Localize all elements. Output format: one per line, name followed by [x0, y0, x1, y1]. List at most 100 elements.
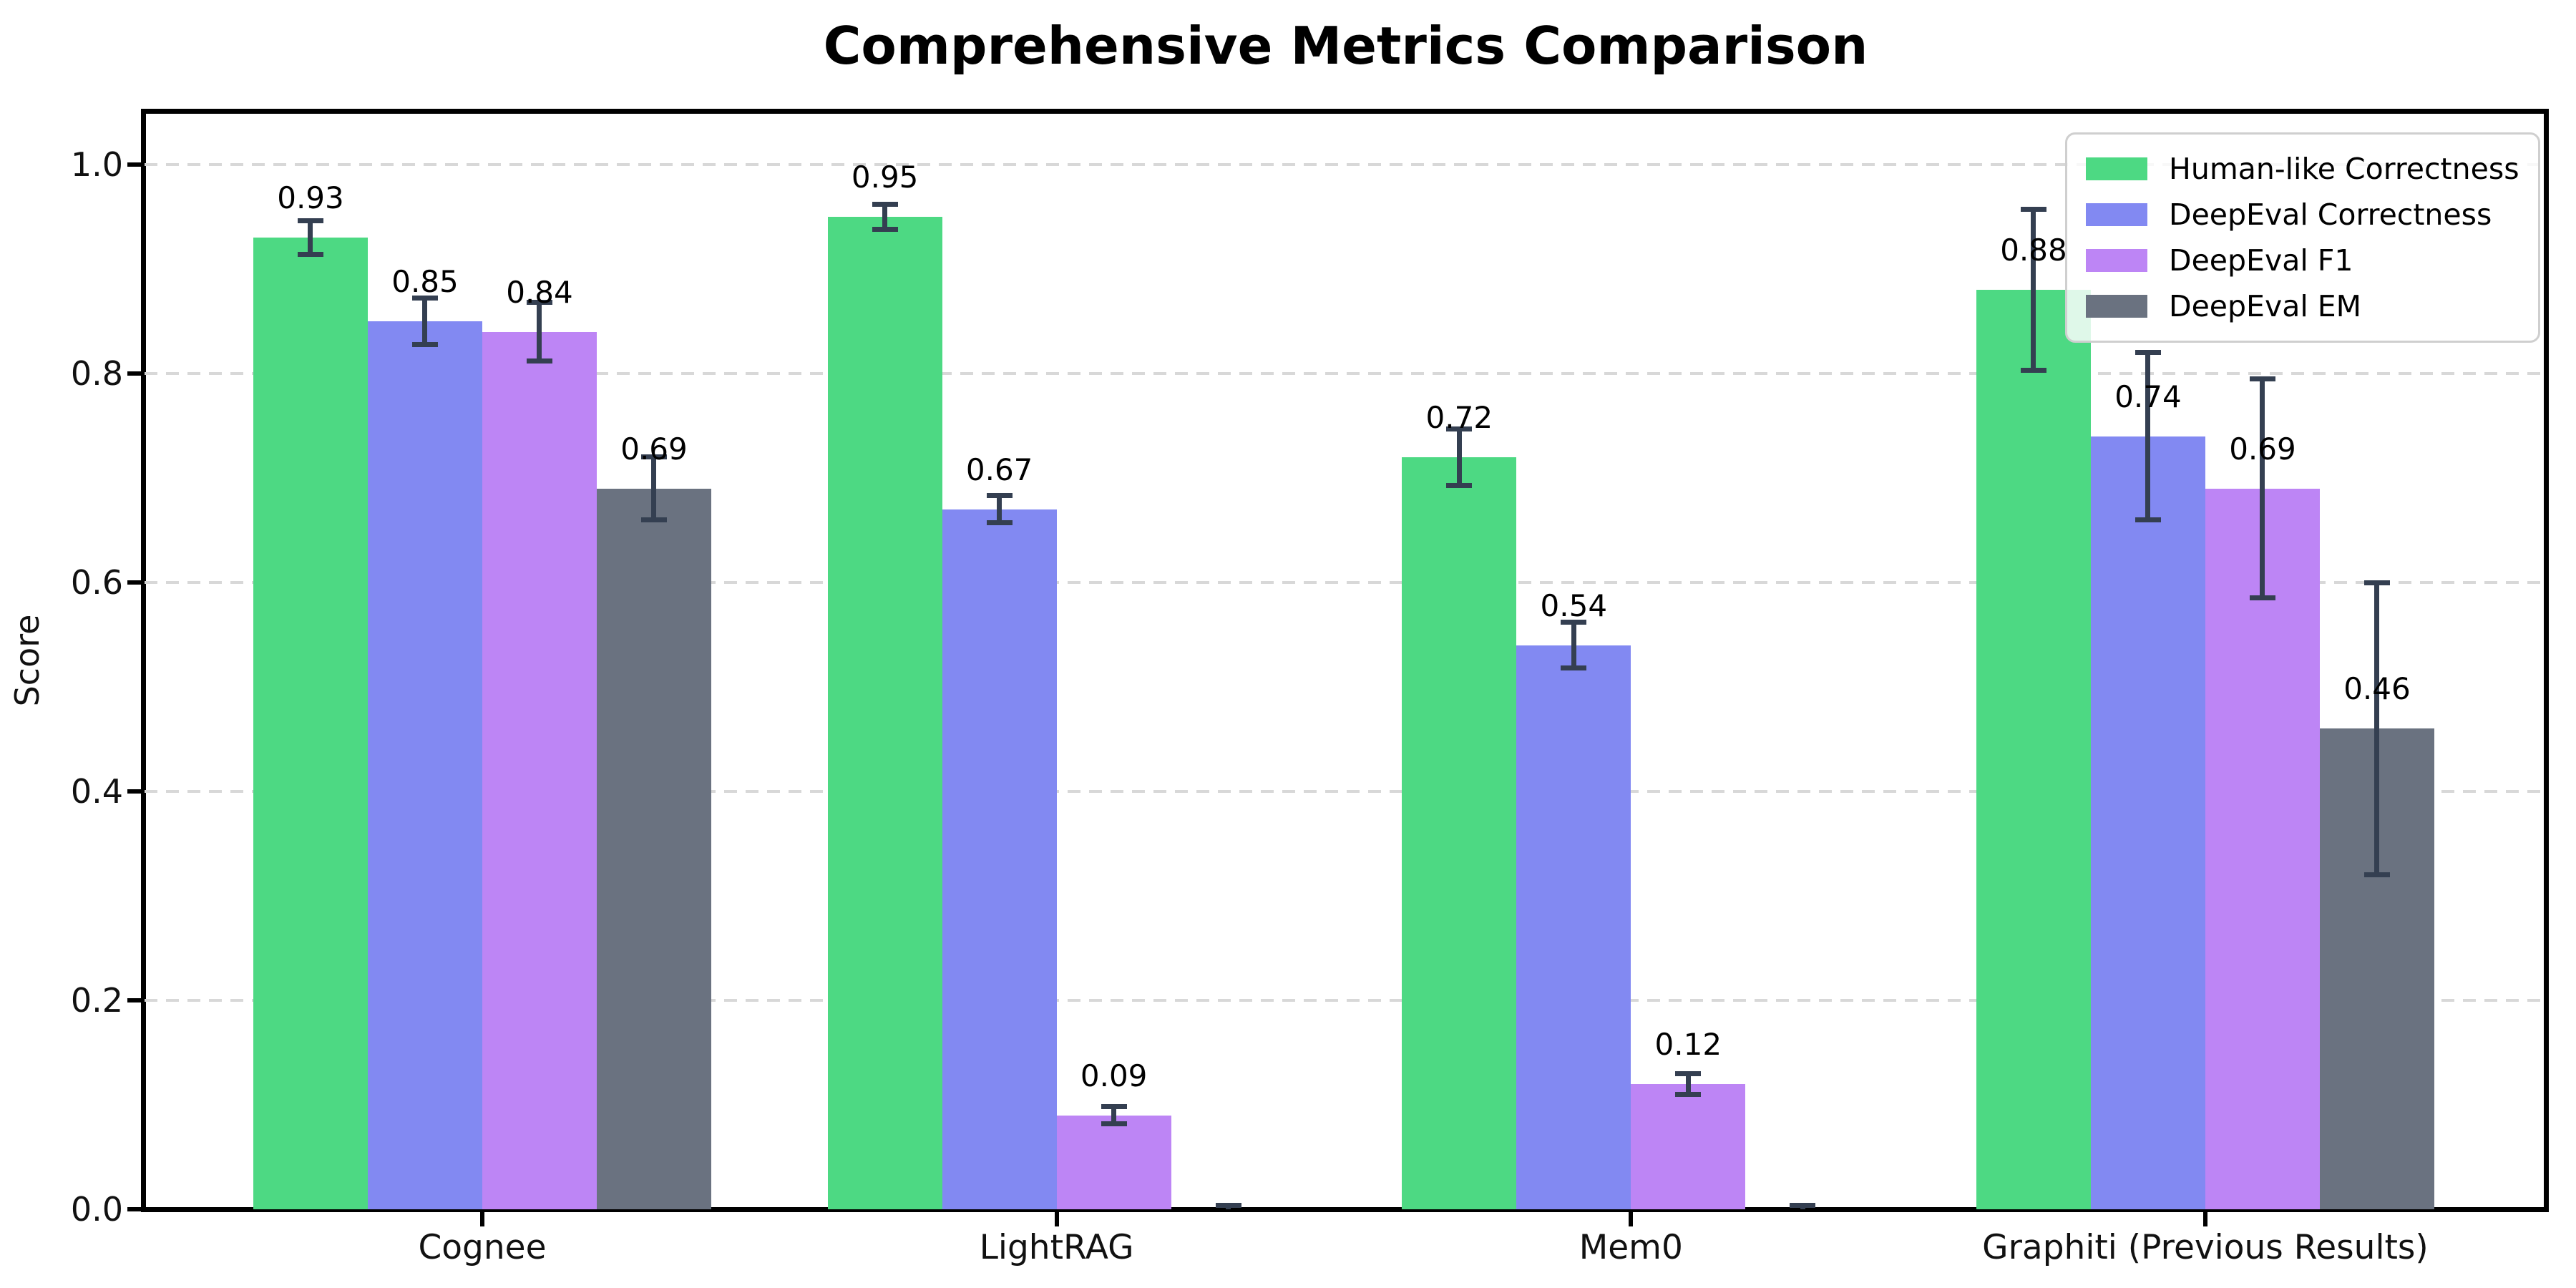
error-bar-cap-top — [1790, 1202, 1816, 1208]
bar — [367, 321, 482, 1209]
error-bar-cap-top — [297, 218, 323, 224]
bar — [1631, 1083, 1746, 1209]
error-bar — [882, 204, 888, 230]
error-bar-cap-top — [2135, 350, 2161, 356]
error-bar-cap-bottom — [872, 227, 898, 233]
y-tick-mark — [127, 789, 143, 794]
bar-value-label: 0.09 — [1080, 1058, 1148, 1093]
error-bar — [1111, 1106, 1117, 1124]
error-bar — [997, 495, 1002, 523]
error-bar-cap-top — [872, 201, 898, 207]
legend-label: DeepEval Correctness — [2169, 197, 2492, 232]
error-bar — [1456, 429, 1462, 486]
legend-item: DeepEval Correctness — [2086, 192, 2519, 238]
x-tick-label: Mem0 — [1579, 1228, 1683, 1267]
error-bar-cap-bottom — [986, 520, 1013, 526]
legend-label: Human-like Correctness — [2169, 152, 2519, 186]
gridline — [145, 999, 2547, 1002]
bar — [1516, 645, 1631, 1209]
x-tick-label: LightRAG — [979, 1228, 1134, 1267]
y-tick-label: 0.4 — [70, 772, 123, 811]
error-bar-cap-top — [2020, 207, 2046, 213]
legend-swatch — [2086, 203, 2147, 226]
bar — [942, 509, 1057, 1209]
error-bar — [537, 302, 542, 361]
error-bar — [422, 298, 428, 345]
y-tick-mark — [127, 998, 143, 1002]
y-tick-label: 0.6 — [70, 563, 123, 602]
error-bar-cap-bottom — [1561, 665, 1587, 671]
y-tick-label: 0.0 — [70, 1190, 123, 1229]
error-bar-cap-top — [1215, 1202, 1241, 1208]
legend-item: DeepEval F1 — [2086, 238, 2519, 283]
error-bar-cap-bottom — [411, 341, 438, 347]
bar — [482, 331, 597, 1209]
gridline — [145, 163, 2547, 166]
legend-label: DeepEval F1 — [2169, 243, 2353, 278]
bar-value-label: 0.12 — [1654, 1026, 1722, 1062]
bar-value-label: 0.85 — [391, 264, 459, 299]
legend-swatch — [2086, 157, 2147, 180]
error-bar-cap-top — [1675, 1070, 1702, 1076]
gridline — [145, 372, 2547, 375]
gridline — [145, 581, 2547, 584]
error-bar-cap-bottom — [1675, 1091, 1702, 1097]
x-tick-label: Cognee — [418, 1228, 547, 1267]
error-bar-cap-bottom — [1446, 482, 1473, 488]
error-bar — [651, 457, 657, 520]
error-bar-cap-bottom — [640, 517, 667, 522]
y-tick-label: 0.8 — [70, 354, 123, 393]
axis-spine-top — [141, 109, 2549, 114]
bar-value-label: 0.95 — [851, 160, 919, 195]
error-bar — [1571, 622, 1576, 668]
bar — [2090, 436, 2205, 1209]
bar — [1056, 1115, 1171, 1209]
legend-item: DeepEval EM — [2086, 283, 2519, 329]
bar — [1976, 290, 2091, 1209]
y-tick-mark — [127, 580, 143, 585]
plot-area: 0.93 0.95 0.72 0.88 0.85 0.67 0.54 0.74 0.84 0.09… — [145, 112, 2547, 1209]
error-bar — [308, 220, 313, 255]
bar-value-label: 0.74 — [2114, 379, 2182, 414]
error-bar-cap-top — [2363, 580, 2390, 585]
error-bar — [2031, 209, 2036, 371]
error-bar-cap-top — [2249, 376, 2275, 381]
x-tick-mark — [1054, 1212, 1059, 1226]
bar — [827, 217, 942, 1209]
error-bar-cap-bottom — [2135, 517, 2161, 522]
bar-value-label: 0.72 — [1425, 399, 1493, 435]
legend-swatch — [2086, 249, 2147, 272]
error-bar-cap-bottom — [2020, 368, 2046, 374]
legend-swatch — [2086, 295, 2147, 318]
x-tick-mark — [2202, 1212, 2207, 1226]
x-tick-label: Graphiti (Previous Results) — [1982, 1228, 2429, 1267]
x-tick-mark — [479, 1212, 484, 1226]
error-bar — [2145, 352, 2151, 520]
bar — [596, 488, 711, 1209]
y-tick-mark — [127, 1207, 143, 1211]
bar — [2205, 488, 2320, 1209]
bar-value-label: 0.54 — [1540, 587, 1608, 623]
chart-title: Comprehensive Metrics Comparison — [823, 16, 1868, 76]
y-tick-mark — [127, 371, 143, 376]
legend-item: Human-like Correctness — [2086, 146, 2519, 192]
bar-value-label: 0.69 — [620, 431, 688, 467]
axis-spine-left — [141, 109, 146, 1212]
legend: Human-like Correctness DeepEval Correctne… — [2065, 132, 2540, 343]
y-tick-label: 1.0 — [70, 145, 123, 184]
error-bar-cap-top — [640, 454, 667, 460]
error-bar-cap-top — [526, 300, 552, 306]
bar — [1402, 457, 1517, 1209]
error-bar-cap-top — [986, 493, 1013, 499]
gridline — [145, 790, 2547, 793]
y-tick-mark — [127, 162, 143, 167]
axis-spine-right — [2544, 109, 2549, 1212]
bar-value-label: 0.84 — [506, 274, 573, 310]
bar-value-label: 0.93 — [277, 180, 344, 216]
legend-label: DeepEval EM — [2169, 289, 2362, 323]
error-bar-cap-top — [1561, 619, 1587, 625]
bar-value-label: 0.67 — [965, 452, 1033, 487]
x-tick-mark — [1629, 1212, 1634, 1226]
error-bar-cap-top — [1446, 426, 1473, 431]
